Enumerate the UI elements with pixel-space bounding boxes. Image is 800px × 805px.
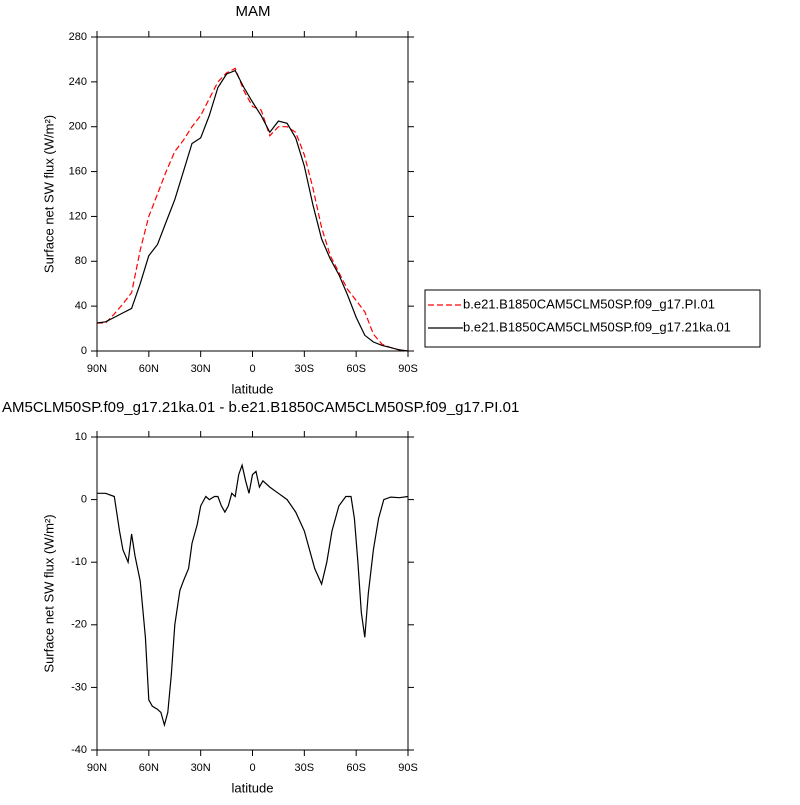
legend-box <box>424 289 761 348</box>
x-tick-label: 60S <box>346 363 366 375</box>
y-tick-label: 240 <box>69 76 87 88</box>
y-tick-label: -30 <box>71 681 87 693</box>
x-tick-label: 0 <box>249 363 255 375</box>
data-line <box>97 463 409 728</box>
y-tick-label: 280 <box>69 31 87 43</box>
y-tick-label: 160 <box>69 165 87 177</box>
x-tick-label: 90N <box>87 762 107 774</box>
y-tick-label: -20 <box>71 619 87 631</box>
chart-title: MAM <box>236 3 271 20</box>
chart-title: AM5CLM50SP.f09_g17.21ka.01 - b.e21.B1850… <box>2 399 519 416</box>
plot-frame <box>96 436 409 751</box>
plot-frame <box>96 36 409 352</box>
x-tick-label: 30N <box>191 762 211 774</box>
x-tick-label: 30N <box>191 363 211 375</box>
data-line <box>96 69 409 352</box>
legend-label: b.e21.B1850CAM5CLM50SP.f09_g17.PI.01 <box>463 296 715 311</box>
y-tick-label: 120 <box>69 210 87 222</box>
y-tick-label: 40 <box>75 300 87 312</box>
y-tick-label: 80 <box>75 255 87 267</box>
data-line <box>97 67 409 352</box>
y-tick-label: -40 <box>71 744 87 756</box>
y-tick-label: -10 <box>71 556 87 568</box>
x-tick-label: 90N <box>87 363 107 375</box>
y-axis-label: Surface net SW flux (W/m²) <box>41 115 56 273</box>
y-axis-label: Surface net SW flux (W/m²) <box>41 514 56 672</box>
x-tick-label: 90S <box>398 363 418 375</box>
y-tick-label: 0 <box>81 494 87 506</box>
y-tick-label: 0 <box>81 345 87 357</box>
x-tick-label: 60N <box>139 363 159 375</box>
y-tick-label: 200 <box>69 121 87 133</box>
x-tick-label: 0 <box>249 762 255 774</box>
legend-label: b.e21.B1850CAM5CLM50SP.f09_g17.21ka.01 <box>463 319 731 334</box>
x-tick-label: 60N <box>139 762 159 774</box>
x-tick-label: 60S <box>346 762 366 774</box>
x-axis-label: latitude <box>232 381 274 396</box>
x-axis-label: latitude <box>232 780 274 795</box>
x-tick-label: 90S <box>398 762 418 774</box>
y-tick-label: 10 <box>75 431 87 443</box>
x-tick-label: 30S <box>295 762 315 774</box>
x-tick-label: 30S <box>295 363 315 375</box>
